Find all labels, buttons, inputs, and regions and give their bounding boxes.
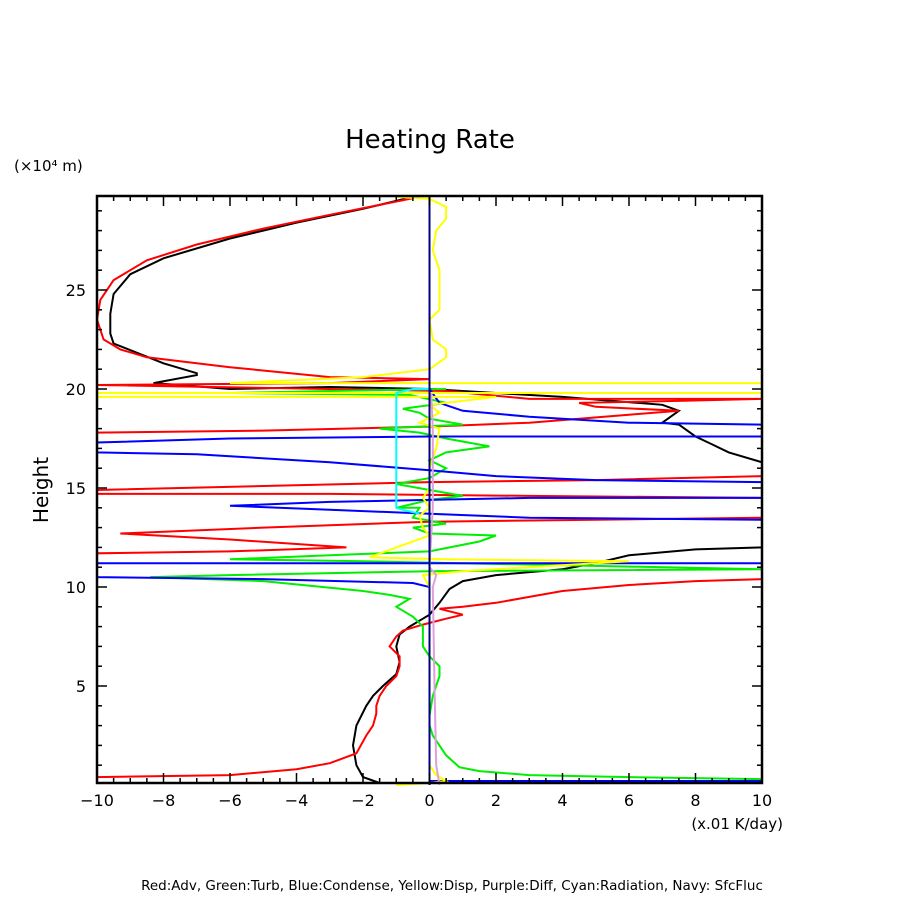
x-tick-label: 2 (491, 791, 501, 810)
series-disp-line (96, 195, 763, 786)
y-axis-label: Height (29, 457, 53, 523)
legend-caption: Red:Adv, Green:Turb, Blue:Condense, Yell… (141, 878, 763, 894)
x-tick-label: 0 (424, 791, 434, 810)
series-total-line (109, 195, 763, 784)
x-axis-unit: (x.01 K/day) (691, 815, 783, 833)
x-tick-label: −8 (152, 791, 176, 810)
y-axis-unit: (×10⁴ m) (14, 157, 83, 175)
x-tick-label: 4 (557, 791, 567, 810)
x-tick-label: 10 (752, 791, 772, 810)
y-tick-label: 15 (66, 479, 86, 498)
y-tick-labels: 5 10 15 20 25 (66, 281, 86, 696)
y-tick-label: 20 (66, 380, 86, 399)
x-tick-label: −10 (80, 791, 114, 810)
series-layer (95, 195, 763, 786)
y-tick-label: 10 (66, 578, 86, 597)
x-tick-label: 8 (690, 791, 700, 810)
x-tick-label: −6 (218, 791, 242, 810)
y-tick-label: 5 (76, 677, 86, 696)
x-tick-label: −4 (285, 791, 309, 810)
y-tick-label: 25 (66, 281, 86, 300)
x-tick-labels: −10 −8 −6 −4 −2 0 2 4 6 8 10 (80, 791, 772, 810)
chart-title: Heating Rate (345, 125, 515, 155)
plot-frame (95, 194, 764, 785)
series-radiation-line (395, 388, 430, 515)
series-turb-line (150, 388, 763, 781)
series-diff-line (428, 392, 441, 786)
x-tick-label: −2 (351, 791, 375, 810)
x-tick-label: 6 (624, 791, 634, 810)
